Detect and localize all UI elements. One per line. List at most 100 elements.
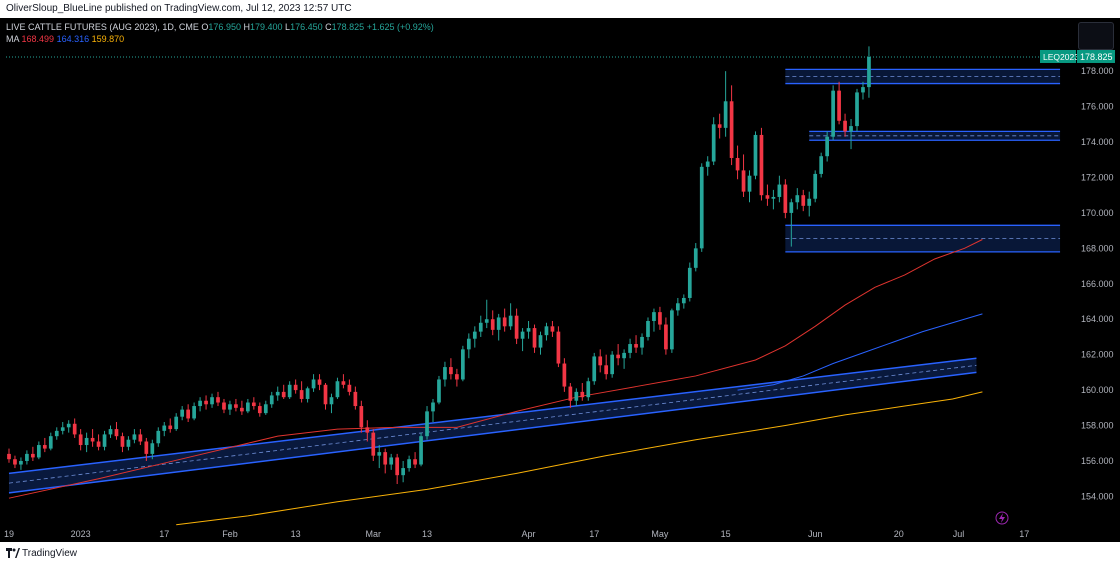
candle — [144, 437, 149, 461]
support-resistance-zones — [6, 56, 1072, 253]
candle-body — [114, 429, 119, 437]
candle — [329, 393, 334, 414]
candle-body — [604, 365, 609, 375]
candle — [198, 397, 202, 412]
time-tick-label: Jul — [953, 529, 965, 539]
price-axis: 154.000 156.000 158.000 160.000 162.000 164.0… — [1040, 31, 1115, 501]
candle — [13, 455, 17, 469]
candle-body — [84, 437, 89, 446]
candle-body — [102, 434, 107, 447]
candle — [783, 179, 788, 219]
candle — [789, 198, 794, 247]
candle — [311, 374, 316, 392]
price-tick-label: 168.000 — [1081, 243, 1114, 253]
candle — [628, 338, 632, 359]
candle-body — [228, 404, 232, 410]
lightning-icon — [995, 511, 1009, 525]
symbol-label-bg — [1040, 49, 1076, 63]
candle — [263, 400, 268, 415]
candle — [66, 420, 71, 433]
candle — [616, 344, 620, 366]
candle-body — [96, 441, 101, 447]
candle-body — [323, 384, 328, 405]
channel-upper-line — [8, 357, 977, 475]
price-tick-label: 164.000 — [1081, 314, 1114, 324]
time-tick-label: 13 — [422, 529, 432, 539]
candle-body — [246, 402, 250, 412]
candle — [574, 388, 579, 407]
legend-ma-1: 168.499 — [21, 34, 55, 44]
candle — [532, 324, 537, 353]
candle — [54, 427, 59, 440]
candle — [287, 381, 292, 399]
candle-body — [407, 459, 411, 469]
candle — [490, 310, 495, 336]
zone-fill — [785, 69, 1061, 84]
tradingview-brand: TradingView — [22, 548, 78, 559]
candle — [687, 262, 692, 302]
candle-body — [180, 409, 185, 417]
candle-body — [66, 423, 71, 428]
candle-body — [819, 156, 824, 174]
candle-body — [425, 411, 429, 437]
time-tick-label: 2023 — [71, 529, 91, 539]
candle — [275, 386, 280, 401]
candle — [42, 437, 47, 453]
candle-body — [801, 195, 806, 206]
time-tick-label: 17 — [589, 529, 599, 539]
candle-body — [861, 87, 865, 93]
candle — [180, 406, 185, 421]
channel-fill — [8, 358, 977, 493]
candle — [449, 358, 453, 380]
candle-body — [472, 331, 477, 339]
candle — [347, 379, 352, 396]
candle — [443, 361, 447, 387]
candle — [120, 432, 125, 453]
candle — [849, 119, 853, 150]
last-price-label-bg — [1077, 49, 1115, 63]
candle-body — [449, 367, 453, 375]
candle — [150, 439, 155, 460]
legend-high: 179.400 — [249, 22, 283, 32]
candle — [60, 422, 65, 435]
time-tick-label: 19 — [4, 529, 14, 539]
candlestick-chart[interactable]: 154.000 156.000 158.000 160.000 162.000 164.0… — [0, 18, 1120, 542]
candle — [204, 395, 208, 410]
candle — [234, 398, 238, 412]
moving-average-lines — [8, 239, 983, 526]
chart-control-button[interactable] — [1078, 22, 1114, 50]
candle-body — [251, 402, 256, 407]
candle — [664, 317, 668, 355]
candle-body — [413, 459, 417, 465]
candle — [377, 445, 382, 469]
candle-body — [693, 248, 698, 268]
candle — [25, 450, 29, 465]
candle-body — [586, 381, 591, 398]
candle-body — [478, 322, 483, 332]
lightning-icon-ring — [995, 511, 1009, 525]
candle-body — [687, 267, 692, 298]
candle — [413, 452, 417, 469]
candle-body — [765, 195, 770, 199]
candle — [455, 368, 459, 387]
candle-body — [395, 457, 400, 476]
price-tick-label: 162.000 — [1081, 350, 1114, 360]
candle-body — [204, 400, 208, 405]
chart-legend: LIVE CATTLE FUTURES (AUG 2023), 1D, CME … — [6, 21, 434, 45]
candle — [729, 85, 734, 166]
legend-change: +1.625 (+0.92%) — [366, 22, 434, 32]
price-tick-label: 174.000 — [1081, 137, 1114, 147]
candle-body — [36, 445, 41, 458]
candle — [281, 384, 286, 399]
candle-body — [490, 319, 495, 330]
time-tick-label: 13 — [291, 529, 301, 539]
candle — [514, 308, 519, 345]
candle — [711, 117, 716, 166]
candle-body — [263, 404, 268, 414]
candle-body — [293, 384, 298, 391]
candle — [544, 322, 549, 341]
chart-area[interactable]: 154.000 156.000 158.000 160.000 162.000 164.0… — [0, 18, 1120, 542]
candle — [538, 331, 543, 355]
legend-open-label: O — [201, 22, 209, 32]
candle-body — [616, 354, 620, 359]
